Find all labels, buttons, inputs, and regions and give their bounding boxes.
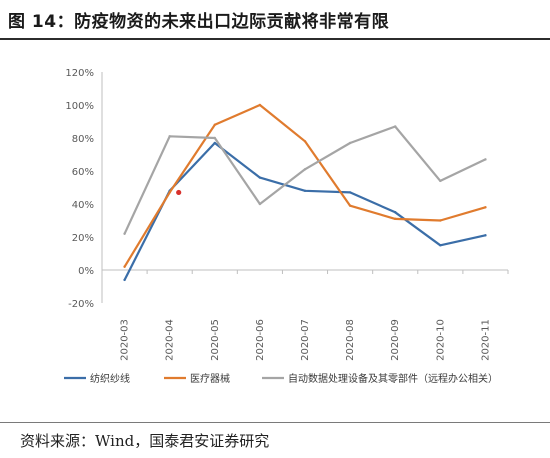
data-point-2 (439, 219, 442, 222)
data-point-1 (348, 191, 352, 194)
data-point-3 (258, 202, 262, 206)
legend-label-3: 自动数据处理设备及其零部件（远程办公相关） (288, 372, 498, 385)
data-point-2 (394, 217, 397, 221)
data-point-1 (258, 176, 262, 179)
data-point-2 (348, 204, 352, 207)
figure-title-bar: 图 14：防疫物资的未来出口边际贡献将非常有限 (0, 0, 550, 40)
x-tick-label: 2020-11 (480, 319, 491, 361)
x-tick-label: 2020-03 (120, 319, 131, 361)
data-point-1 (213, 141, 216, 145)
legend-label-2: 医疗器械 (190, 372, 230, 385)
y-tick-label: 20% (72, 233, 94, 244)
y-tick-label: 0% (78, 266, 94, 277)
data-point-3 (123, 232, 126, 235)
data-point-2 (258, 103, 262, 107)
y-tick-label: 80% (72, 134, 94, 145)
x-tick-label: 2020-04 (165, 319, 176, 361)
data-point-1 (123, 278, 126, 282)
data-point-3 (439, 179, 442, 183)
data-point-3 (213, 136, 216, 140)
x-tick-label: 2020-05 (210, 319, 221, 361)
data-point-2 (213, 123, 216, 127)
source-note: 资料来源：Wind，国泰君安证券研究 (20, 432, 270, 450)
annotation-dot (176, 189, 182, 196)
data-point-1 (484, 234, 487, 237)
data-point-1 (439, 244, 442, 247)
y-tick-label: 100% (65, 101, 94, 112)
x-tick-label: 2020-10 (435, 319, 446, 361)
x-tick-label: 2020-06 (255, 319, 266, 361)
data-point-3 (484, 158, 487, 161)
data-point-2 (168, 191, 171, 194)
series-line-2 (123, 103, 487, 268)
data-point-1 (394, 211, 397, 214)
data-point-3 (168, 135, 171, 138)
data-point-1 (303, 189, 307, 192)
legend-label-1: 纺织纱线 (90, 372, 130, 385)
y-tick-label: 40% (72, 200, 94, 211)
x-tick-label: 2020-07 (300, 319, 311, 361)
line-chart: -20% 0% 20% 40% 60% 80% 100% 120% 2020-03 2020-04… (64, 68, 509, 385)
figure-title: 图 14：防疫物资的未来出口边际贡献将非常有限 (8, 11, 390, 32)
data-point-3 (394, 125, 397, 128)
source-bar: 资料来源：Wind，国泰君安证券研究 (0, 422, 550, 458)
data-point-2 (123, 265, 126, 268)
data-point-2 (303, 140, 307, 143)
data-point-3 (303, 168, 307, 171)
y-tick-label: -20% (68, 299, 94, 310)
y-tick-label: 120% (65, 68, 94, 79)
data-point-3 (348, 141, 352, 145)
y-tick-label: 60% (72, 167, 94, 178)
x-tick-label: 2020-09 (390, 319, 401, 361)
series-line-1 (123, 141, 487, 281)
data-point-2 (484, 206, 487, 209)
x-tick-label: 2020-08 (345, 319, 356, 361)
